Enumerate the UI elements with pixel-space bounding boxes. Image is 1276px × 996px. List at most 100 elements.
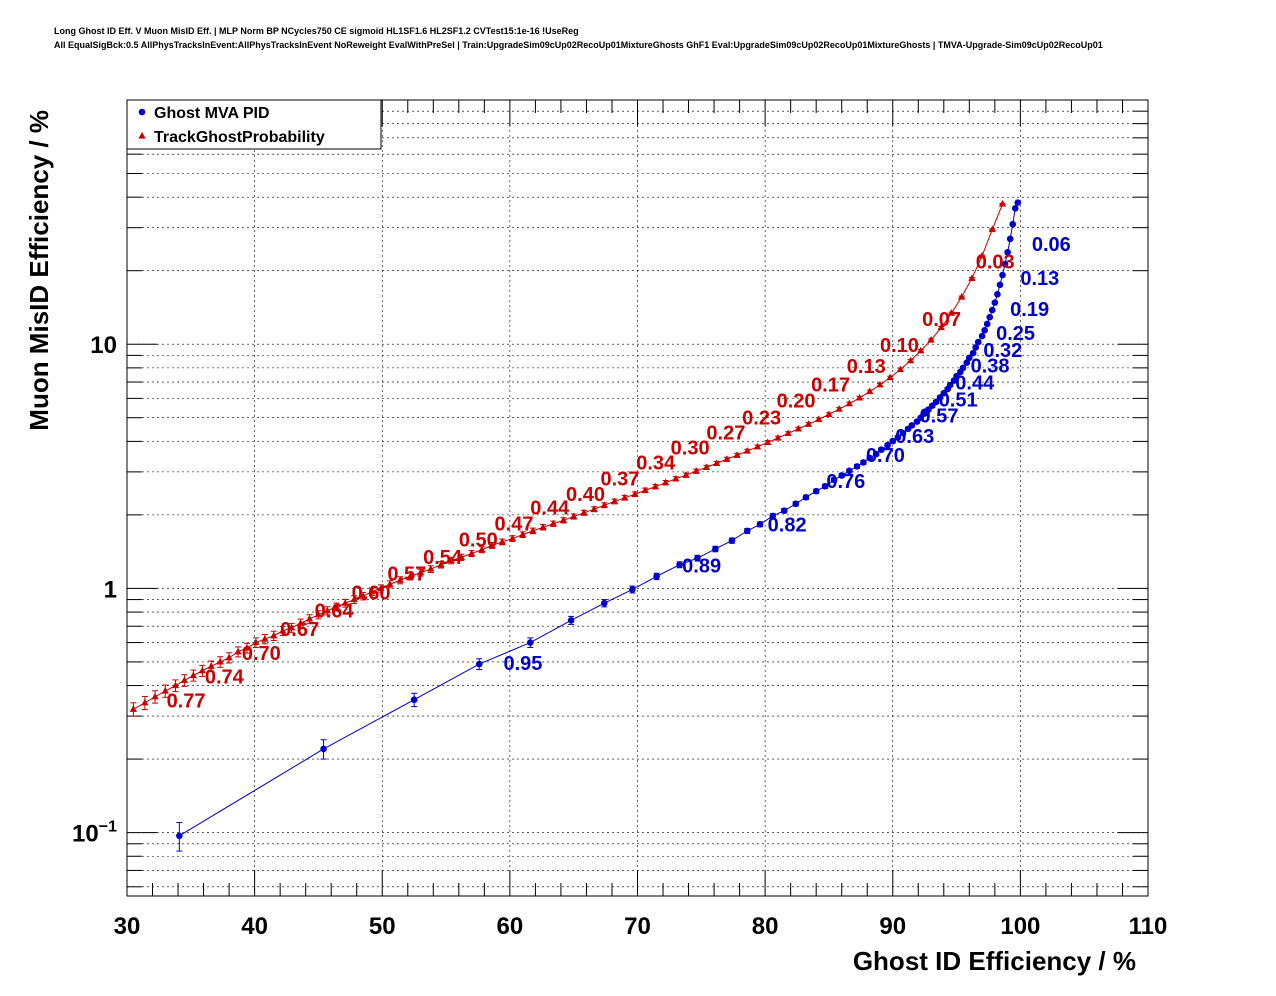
y-tick-label: 1 (104, 576, 117, 603)
data-point (998, 200, 1007, 207)
cut-value-label: 0.57 (387, 564, 426, 586)
data-point (320, 745, 327, 753)
data-point (743, 447, 751, 454)
data-point (610, 497, 619, 505)
data-point (621, 493, 629, 501)
data-point (261, 635, 269, 642)
data-point (733, 451, 741, 458)
cut-value-label: 0.06 (1032, 234, 1071, 256)
cut-labels-layer: 0.950.890.820.760.700.630.570.510.440.38… (167, 234, 1071, 713)
data-point (988, 306, 996, 314)
data-point (296, 619, 305, 626)
data-point (936, 394, 944, 401)
data-point (641, 486, 649, 493)
chart-title-line-1: Long Ghost ID Eff. V Muon MisID Eff. | M… (54, 26, 579, 36)
data-point (305, 614, 314, 622)
data-point (966, 354, 973, 362)
data-point (908, 422, 916, 429)
cut-value-label: 0.10 (880, 335, 919, 357)
cut-value-label: 0.34 (636, 452, 676, 474)
data-point (899, 429, 907, 437)
cut-value-label: 0.38 (971, 356, 1010, 378)
series-trackghostprobability (129, 200, 1007, 717)
data-point (996, 281, 1004, 289)
x-tick-label: 70 (624, 913, 651, 940)
data-point (981, 327, 988, 334)
cut-value-label: 0.27 (706, 422, 745, 444)
data-point (151, 692, 159, 700)
cut-value-label: 0.03 (976, 252, 1015, 274)
cut-value-label: 0.44 (955, 372, 995, 394)
data-point (225, 653, 233, 661)
legend-entry: Ghost MVA PID (138, 105, 270, 122)
data-point (978, 251, 986, 259)
data-point (702, 463, 711, 470)
data-point (825, 410, 833, 417)
chart-title-line-2: All EqualSigBck:0.5 AllPhysTracksInEvent… (54, 40, 1103, 50)
data-point (784, 429, 792, 437)
data-point (207, 662, 215, 669)
data-point (792, 500, 800, 508)
data-point (932, 398, 940, 406)
cut-value-label: 0.70 (866, 445, 905, 467)
legend-box (126, 99, 382, 150)
cut-value-label: 0.17 (811, 375, 850, 397)
data-point (753, 442, 762, 450)
cut-value-label: 0.23 (742, 408, 781, 430)
cut-value-label: 0.60 (352, 583, 391, 605)
data-point (410, 696, 418, 704)
data-point (802, 494, 810, 501)
data-point (1014, 199, 1022, 206)
data-point (872, 450, 880, 458)
data-point (877, 446, 885, 453)
data-point (959, 364, 967, 372)
data-point (728, 537, 736, 544)
data-point (590, 505, 598, 512)
cut-value-label: 0.07 (922, 309, 961, 331)
cut-value-label: 0.82 (768, 515, 807, 537)
data-point (999, 271, 1006, 279)
data-point (651, 482, 659, 490)
data-point (314, 610, 323, 618)
x-tick-label: 90 (879, 913, 906, 940)
data-point (968, 274, 976, 281)
data-point (804, 420, 813, 427)
data-point (969, 349, 977, 357)
x-tick-label: 40 (241, 913, 268, 940)
data-point (488, 541, 496, 548)
data-point (189, 671, 197, 679)
cut-value-label: 0.74 (205, 666, 245, 688)
data-point (629, 586, 636, 593)
data-point (600, 501, 608, 508)
cut-value-label: 0.20 (777, 390, 816, 412)
data-point (539, 523, 547, 530)
data-point (821, 482, 829, 490)
data-point (661, 478, 670, 486)
data-point (835, 405, 843, 412)
cut-value-label: 0.57 (920, 406, 959, 428)
data-point (884, 441, 891, 449)
data-point (946, 381, 954, 389)
data-point (1001, 260, 1009, 268)
cut-value-label: 0.67 (280, 619, 319, 641)
data-point (359, 592, 367, 599)
series-ghost-mva-pid (176, 199, 1022, 852)
data-point (457, 553, 465, 560)
data-point (676, 561, 683, 569)
data-point (845, 399, 853, 407)
data-point (176, 832, 183, 840)
cut-value-label: 0.51 (939, 389, 978, 411)
data-point (341, 599, 349, 606)
cut-value-label: 0.77 (167, 691, 206, 713)
data-point (478, 545, 486, 553)
data-point (549, 519, 557, 527)
data-point (774, 433, 782, 441)
data-point (991, 299, 999, 306)
data-point (682, 471, 690, 478)
data-point (270, 631, 278, 639)
data-point (653, 573, 660, 580)
data-point (279, 626, 287, 634)
data-point (234, 647, 242, 655)
data-point (475, 660, 483, 668)
legend-entry: TrackGhostProbability (138, 129, 325, 146)
